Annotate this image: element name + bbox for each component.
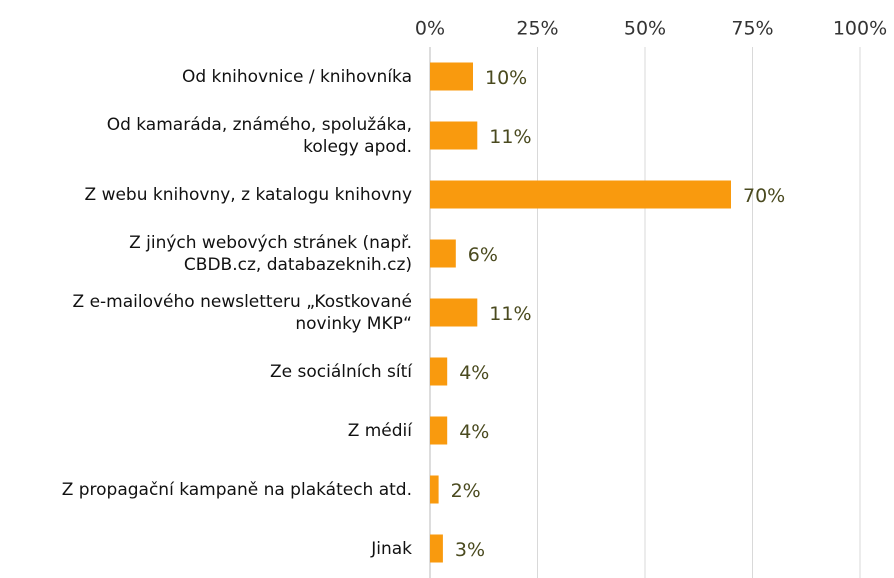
bar	[430, 298, 478, 327]
bar	[430, 475, 439, 504]
x-tick-label: 100%	[833, 18, 887, 40]
value-label: 4%	[459, 362, 489, 384]
category-label: Od knihovnice / knihovníka	[181, 66, 412, 87]
category-label: Z webu knihovny, z katalogu knihovny	[84, 184, 412, 205]
value-label: 2%	[451, 480, 481, 502]
bar	[430, 121, 478, 150]
value-label: 3%	[455, 539, 485, 561]
x-tick-label: 75%	[731, 18, 773, 40]
bar	[430, 239, 456, 268]
value-label: 70%	[743, 185, 785, 207]
x-tick-label: 0%	[415, 18, 445, 40]
category-label: Z e-mailového newsletteru „Kostkované no…	[72, 291, 412, 334]
category-label: Od kamaráda, známého, spolužáka, kolegy …	[106, 114, 412, 157]
value-label: 10%	[485, 67, 527, 89]
bar	[430, 357, 448, 386]
bar	[430, 180, 731, 209]
bar	[430, 62, 473, 91]
x-tick-label: 25%	[516, 18, 558, 40]
category-label: Jinak	[371, 538, 412, 559]
x-tick-label: 50%	[624, 18, 666, 40]
bar	[430, 534, 443, 563]
value-label: 11%	[489, 303, 531, 325]
value-label: 4%	[459, 421, 489, 443]
category-label: Z médií	[347, 420, 412, 441]
category-label: Ze sociálních sítí	[270, 361, 412, 382]
bar	[430, 416, 448, 445]
category-label: Z jiných webových stránek (např. CBDB.cz…	[129, 232, 412, 275]
category-label: Z propagační kampaně na plakátech atd.	[61, 479, 412, 500]
value-label: 6%	[468, 244, 498, 266]
value-label: 11%	[489, 126, 531, 148]
